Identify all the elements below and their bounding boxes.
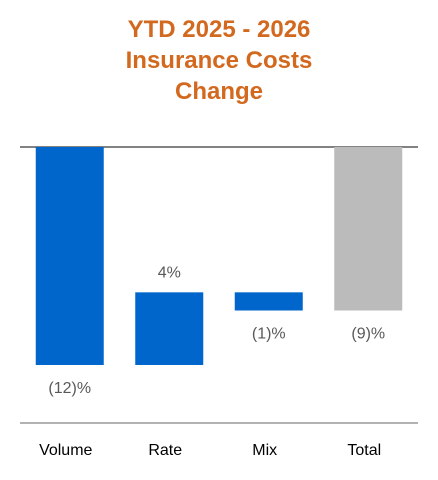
value-label: (1)% bbox=[252, 326, 286, 343]
bar bbox=[35, 147, 104, 365]
bar bbox=[135, 292, 204, 365]
x-tick-label: Mix bbox=[252, 442, 277, 459]
value-label: 4% bbox=[158, 265, 181, 282]
value-label: (9)% bbox=[351, 326, 385, 343]
bar bbox=[334, 147, 403, 311]
chart-title: YTD 2025 - 2026 Insurance Costs Change bbox=[125, 16, 313, 105]
value-label: (12)% bbox=[48, 380, 91, 397]
bar bbox=[234, 292, 303, 311]
x-tick-label: Volume bbox=[39, 442, 92, 459]
x-tick-label: Rate bbox=[148, 442, 182, 459]
x-tick-label: Total bbox=[347, 442, 381, 459]
